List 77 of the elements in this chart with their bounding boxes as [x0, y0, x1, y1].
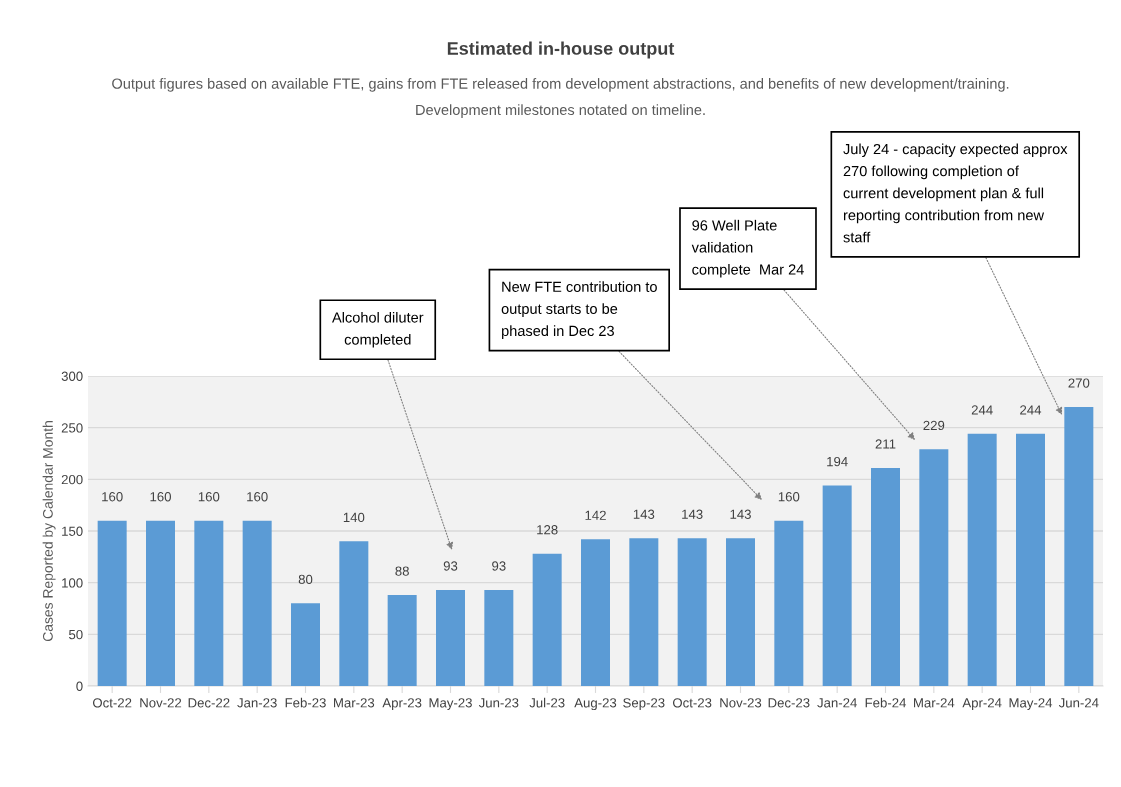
x-tick-label: May-24	[1009, 698, 1053, 711]
x-tick-label: Oct-23	[672, 698, 712, 708]
chart-title: Estimated in-house output	[447, 41, 675, 59]
y-tick-label: 50	[68, 629, 83, 640]
bar	[387, 595, 417, 686]
bar	[242, 520, 272, 686]
data-label: 160	[102, 492, 123, 502]
x-tick-label: Mar-23	[334, 698, 375, 708]
bar	[194, 520, 224, 686]
y-tick-label: 300	[61, 371, 83, 381]
data-label: 211	[875, 439, 896, 449]
data-label: 244	[971, 405, 993, 415]
bar	[629, 538, 659, 686]
bar	[146, 520, 175, 686]
bar	[822, 485, 852, 686]
bar	[581, 539, 610, 686]
bar	[532, 553, 562, 686]
data-label: 140	[343, 512, 365, 523]
y-tick-label: 100	[62, 578, 83, 588]
y-tick-label: 200	[61, 474, 83, 485]
data-label: 194	[827, 456, 848, 467]
x-tick-label: Jun-23	[478, 698, 519, 708]
bar	[1016, 433, 1045, 686]
x-tick-label: Aug-23	[574, 698, 617, 711]
text: New FTE contribution to output starts to be phased in Dec 23	[501, 281, 657, 339]
data-label: 160	[778, 492, 800, 502]
x-tick-label: Jul-23	[529, 697, 565, 708]
data-label: 80	[298, 574, 313, 585]
text: 96 Well Plate validation complete Mar 24	[691, 219, 804, 278]
bar	[436, 589, 465, 686]
data-label: 229	[923, 420, 945, 431]
x-tick-label: Dec-22	[188, 698, 230, 708]
x-tick-label: Apr-23	[382, 698, 422, 711]
x-tick-label: Dec-23	[768, 698, 810, 708]
y-tick-label: 250	[61, 423, 83, 433]
data-label: 128	[537, 525, 558, 535]
bar	[871, 467, 900, 686]
data-label: 142	[585, 510, 606, 520]
chart-subtitle: Output figures based on available FTE, gains from FTE released from development abstractions, and benefits of new development/training. Development milestones notated on timeline.	[112, 78, 1009, 118]
x-tick-label: Nov-23	[720, 698, 762, 708]
data-label: 160	[198, 492, 220, 502]
data-label: 93	[443, 561, 458, 571]
x-tick-label: Sep-23	[623, 698, 665, 711]
bar	[291, 603, 320, 686]
data-label: 270	[1068, 378, 1090, 388]
text: Alcohol diluter completed	[332, 311, 424, 348]
data-label: 143	[633, 509, 655, 519]
text: July 24 - capacity expected approx 270 following completion of current development plan & full reporting contribution from new staff	[843, 143, 1068, 243]
x-tick-label: May-23	[429, 698, 472, 711]
bar	[726, 538, 755, 686]
x-tick-label: Feb-23	[285, 697, 326, 708]
data-label: 93	[492, 561, 506, 571]
y-tick-label: 0	[76, 681, 83, 691]
y-axis-title: Cases Reported by Calendar Month	[42, 421, 56, 642]
x-tick-label: Apr-24	[962, 698, 1002, 711]
x-tick-label: Mar-24	[914, 698, 955, 708]
data-label: 160	[247, 492, 268, 502]
data-label: 143	[682, 509, 703, 519]
data-label: 143	[730, 509, 751, 519]
bar	[339, 541, 369, 686]
data-label: 244	[1020, 405, 1042, 415]
bar	[919, 449, 949, 686]
bar	[677, 538, 707, 686]
bar	[774, 520, 804, 686]
bar	[97, 520, 127, 686]
y-tick-label: 150	[62, 526, 83, 536]
x-tick-label: Feb-24	[865, 697, 907, 708]
x-tick-label: Jun-24	[1058, 698, 1099, 708]
data-label: 160	[150, 492, 171, 502]
bar	[967, 433, 997, 686]
x-tick-label: Jan-23	[237, 698, 277, 708]
bar	[1064, 407, 1094, 686]
bar	[484, 589, 514, 686]
x-tick-label: Nov-22	[140, 698, 182, 708]
x-tick-label: Jan-24	[817, 698, 857, 708]
x-tick-label: Oct-22	[92, 698, 132, 708]
data-label: 88	[395, 566, 409, 576]
